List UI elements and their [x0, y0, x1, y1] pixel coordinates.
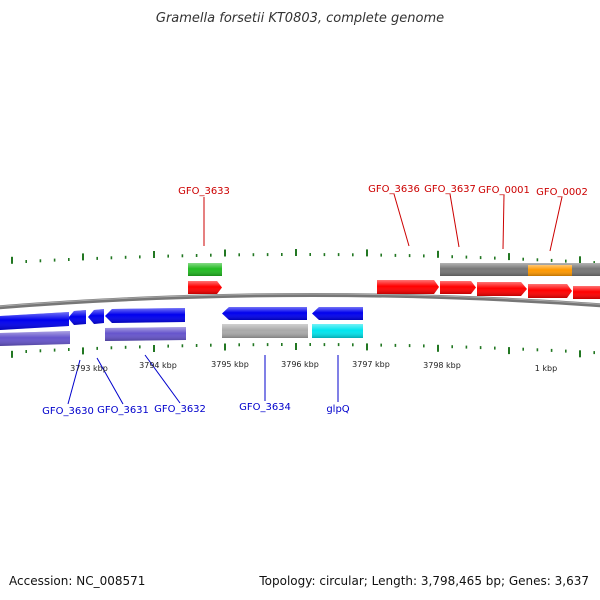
- gene-label-glpq[interactable]: glpQ: [326, 404, 349, 415]
- tick-label-3793-kbp: 3793 kbp: [70, 364, 108, 373]
- forward-gene-track: [440, 263, 600, 276]
- gene-label-gfo-3631[interactable]: GFO_3631: [97, 405, 149, 416]
- reverse-cds-track: [0, 307, 363, 330]
- inner-tick-row: [11, 343, 596, 358]
- tick-label-3796-kbp: 3796 kbp: [281, 360, 319, 369]
- gene-label-gfo-3632[interactable]: GFO_3632: [154, 404, 206, 415]
- tick-label-3794-kbp: 3794 kbp: [139, 361, 177, 370]
- gene-label-gfo-3634[interactable]: GFO_3634: [239, 402, 291, 413]
- gene-label-gfo-0001[interactable]: GFO_0001: [478, 185, 530, 196]
- tick-label-3798-kbp: 3798 kbp: [423, 361, 461, 370]
- accession-text: Accession: NC_008571: [9, 574, 146, 588]
- tick-label-3797-kbp: 3797 kbp: [352, 360, 390, 369]
- gene-label-gfo-0002[interactable]: GFO_0002: [536, 187, 588, 198]
- genome-backbone-highlight: [0, 293, 600, 307]
- forward-cds-track: [188, 280, 600, 299]
- trna-feature: [188, 263, 222, 276]
- map-title: Gramella forsetii KT0803, complete genom…: [156, 11, 444, 26]
- gene-label-gfo-3636[interactable]: GFO_3636: [368, 184, 420, 195]
- genome-stats-text: Topology: circular; Length: 3,798,465 bp…: [259, 574, 589, 588]
- genome-backbone: [0, 292, 600, 310]
- scale-labels: 3793 kbp 3794 kbp 3795 kbp 3796 kbp 3797…: [70, 360, 557, 373]
- reverse-gene-track: [0, 324, 363, 346]
- tick-label-1-kbp: 1 kbp: [535, 364, 557, 373]
- gene-label-gfo-3633[interactable]: GFO_3633: [178, 186, 230, 197]
- tick-label-3795-kbp: 3795 kbp: [211, 360, 249, 369]
- outer-tick-row: [11, 249, 596, 265]
- gene-label-gfo-3630[interactable]: GFO_3630: [42, 406, 94, 417]
- forward-gene-labels: GFO_3633 GFO_3636 GFO_3637 GFO_0001 GFO_…: [178, 184, 588, 252]
- reverse-gene-labels: GFO_3630 GFO_3631 GFO_3632 GFO_3634 glpQ: [42, 354, 350, 417]
- gene-label-gfo-3637[interactable]: GFO_3637: [424, 184, 476, 195]
